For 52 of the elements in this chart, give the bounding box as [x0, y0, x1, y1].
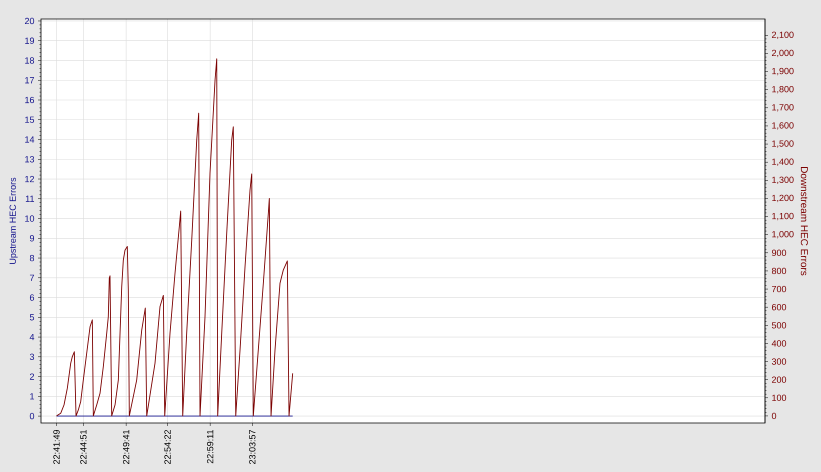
y2-tick-label: 1,900	[772, 68, 794, 76]
y-tick-label: 5	[30, 314, 34, 320]
line-series	[56, 58, 294, 416]
y2-tick-label: 2,100	[772, 32, 794, 40]
y2-tick-label: 500	[772, 322, 786, 328]
y-tick-label: 20	[24, 18, 34, 24]
y2-tick-label: 900	[772, 250, 786, 256]
y2-axis-title: Downstream HEC Errors	[800, 167, 808, 276]
y2-tick-label: 1,000	[772, 230, 794, 238]
y-tick-label: 13	[25, 156, 34, 162]
y2-tick-label: 800	[772, 268, 786, 274]
y2-tick-label: 200	[772, 376, 786, 383]
y-tick-label: 0	[30, 412, 34, 420]
y-tick-label: 8	[30, 254, 34, 262]
y-tick-label: 18	[25, 57, 34, 64]
y2-tick-label: 1,700	[772, 104, 794, 112]
y2-tick-label: 100	[772, 394, 786, 401]
x-tick-label: 22:41:49	[53, 430, 60, 464]
y2-tick-label: 1,400	[772, 158, 794, 166]
y-tick-label: 3	[30, 354, 34, 360]
x-tick-label: 22:59:11	[206, 430, 214, 464]
x-tick-label: 22:49:41	[122, 430, 130, 464]
y-tick-label: 10	[25, 215, 34, 222]
y-tick-label: 17	[25, 77, 34, 84]
y-axis-title: Upstream HEC Errors	[10, 178, 18, 264]
y2-tick-label: 1,300	[772, 176, 794, 184]
y2-tick-label: 1,500	[772, 140, 794, 148]
y2-tick-label: 1,800	[772, 86, 794, 94]
y2-tick-label: 0	[772, 412, 776, 420]
y2-tick-label: 400	[772, 340, 786, 347]
y2-tick-label: 1,600	[772, 122, 794, 130]
y2-tick-label: 600	[772, 304, 786, 310]
x-tick-label: 23:03:57	[249, 430, 256, 464]
y-tick-label: 9	[30, 235, 34, 242]
y2-tick-label: 300	[772, 358, 786, 365]
y-tick-label: 2	[30, 373, 34, 380]
x-tick-label: 22:44:51	[80, 430, 87, 464]
y-tick-label: 6	[30, 294, 34, 301]
y2-tick-label: 2,000	[772, 50, 794, 58]
x-tick-label: 22:54:22	[164, 430, 171, 464]
y2-tick-label: 1,200	[772, 194, 794, 202]
y-tick-label: 11	[26, 196, 34, 202]
y-tick-label: 15	[25, 116, 34, 123]
y2-tick-label: 1,100	[772, 212, 794, 220]
y-tick-label: 1	[30, 393, 34, 400]
y-tick-label: 4	[30, 334, 34, 340]
y-tick-label: 12	[25, 176, 34, 182]
y-tick-label: 19	[25, 38, 34, 44]
y-tick-label: 14	[25, 136, 34, 143]
y-tick-label: 16	[25, 96, 34, 104]
y-tick-label: 7	[30, 274, 34, 281]
y2-tick-label: 700	[772, 286, 786, 292]
